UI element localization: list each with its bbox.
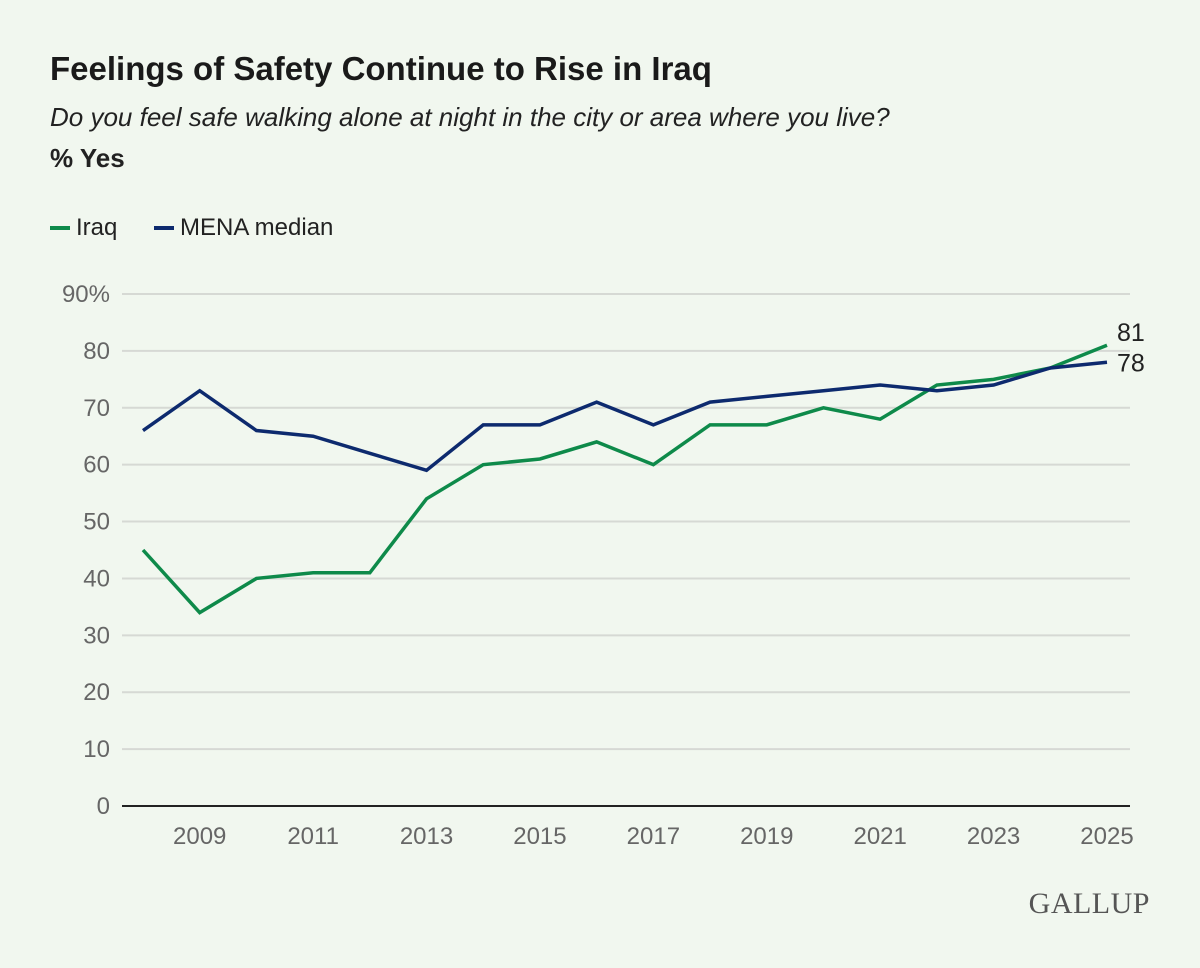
chart-unit: % Yes — [50, 143, 125, 173]
x-tick-label: 2009 — [173, 823, 226, 850]
x-tick-label: 2021 — [853, 823, 906, 850]
series-line-iraq — [141, 343, 1108, 615]
legend-label-iraq: Iraq — [76, 214, 118, 241]
series-line-mena-median — [141, 360, 1108, 473]
y-tick-label: 60 — [83, 452, 110, 479]
y-tick-label: 50 — [83, 509, 110, 536]
y-tick-label: 40 — [83, 565, 110, 592]
y-tick-label: 10 — [83, 736, 110, 763]
y-tick-label: 20 — [83, 679, 110, 706]
x-tick-label: 2015 — [513, 823, 566, 850]
end-data-label: 78 — [1117, 349, 1145, 377]
x-tick-label: 2019 — [740, 823, 793, 850]
x-tick-label: 2011 — [287, 823, 339, 850]
y-tick-label: 0 — [97, 793, 110, 820]
chart-subtitle: Do you feel safe walking alone at night … — [50, 102, 890, 132]
x-tick-label: 2025 — [1080, 823, 1133, 850]
chart-title: Feelings of Safety Continue to Rise in I… — [50, 50, 712, 87]
y-tick-label: 80 — [83, 338, 110, 365]
y-tick-label: 90% — [62, 281, 110, 308]
legend-item-mena: MENA median — [154, 214, 333, 242]
x-tick-label: 2017 — [627, 823, 680, 850]
legend-swatch-iraq — [50, 226, 70, 230]
gallup-logo: GALLUP — [1028, 887, 1150, 920]
end-data-label: 81 — [1117, 319, 1145, 347]
y-tick-label: 30 — [83, 622, 110, 649]
legend-swatch-mena — [154, 226, 174, 230]
x-tick-label: 2023 — [967, 823, 1020, 850]
legend-item-iraq: Iraq — [50, 214, 117, 242]
y-tick-label: 70 — [83, 395, 110, 422]
legend-label-mena: MENA median — [180, 214, 334, 241]
x-tick-label: 2013 — [400, 823, 453, 850]
